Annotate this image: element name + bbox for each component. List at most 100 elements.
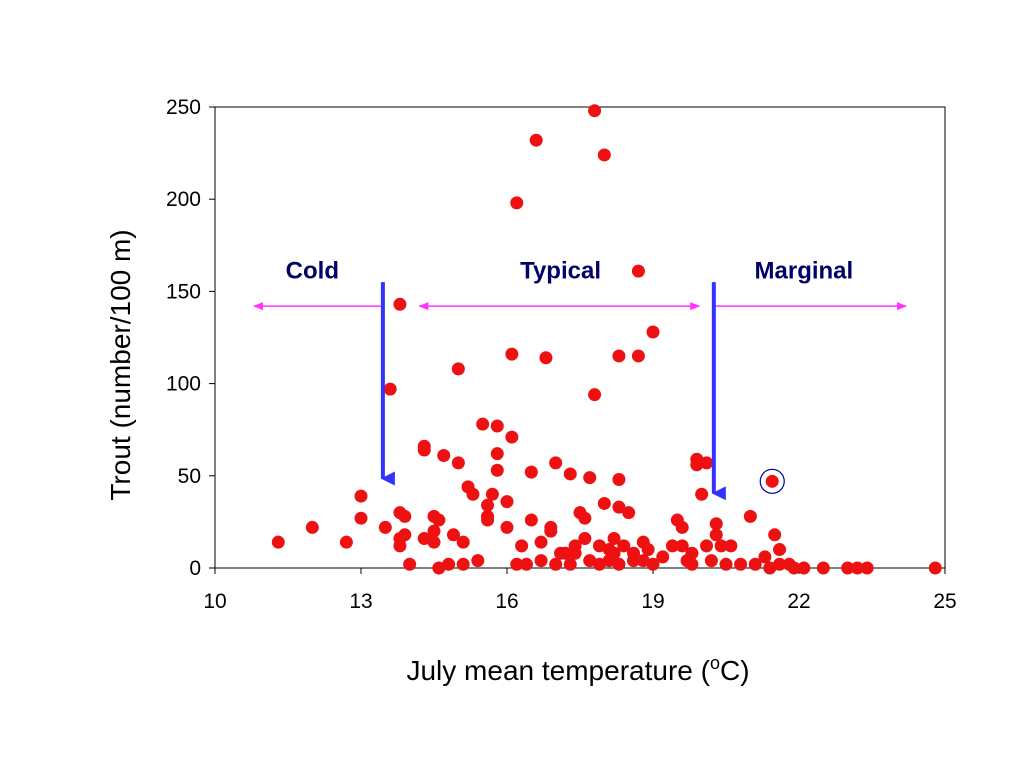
- data-point: [515, 539, 529, 553]
- data-point: [398, 528, 412, 542]
- data-point: [583, 471, 597, 485]
- data-point: [339, 535, 353, 549]
- data-point: [758, 550, 772, 564]
- data-point: [476, 417, 490, 431]
- data-point: [690, 458, 704, 472]
- x-tick-label: 19: [641, 590, 664, 613]
- data-point: [446, 528, 460, 542]
- x-tick-label: 25: [933, 590, 956, 613]
- data-point: [500, 520, 514, 534]
- data-point: [432, 513, 446, 527]
- data-point: [646, 557, 660, 571]
- data-point: [510, 196, 524, 210]
- annotations: Cold Typical Marginal: [252, 257, 908, 501]
- data-point: [765, 474, 779, 488]
- data-point: [675, 520, 689, 534]
- data-point: [549, 557, 563, 571]
- x-axis-title-superscript: o: [710, 653, 720, 673]
- data-point: [748, 557, 762, 571]
- data-point: [685, 546, 699, 560]
- y-tick-label: 100: [166, 373, 201, 396]
- data-point: [354, 489, 368, 503]
- y-tick-label: 250: [166, 96, 201, 119]
- x-axis: 10 13 16 19 22 25: [203, 568, 957, 613]
- data-point: [510, 557, 524, 571]
- data-point: [617, 539, 631, 553]
- data-point: [534, 535, 548, 549]
- data-point: [305, 520, 319, 534]
- data-point: [378, 520, 392, 534]
- data-point: [607, 546, 621, 560]
- data-point: [481, 513, 495, 527]
- data-point: [393, 297, 407, 311]
- data-point: [471, 554, 485, 568]
- data-point: [700, 456, 714, 470]
- data-point: [641, 543, 655, 557]
- data-point: [490, 419, 504, 433]
- data-point: [597, 148, 611, 162]
- data-point: [505, 430, 519, 444]
- data-point: [442, 557, 456, 571]
- y-tick-label: 50: [178, 465, 201, 488]
- data-point: [665, 539, 679, 553]
- x-axis-title-end: C): [720, 655, 750, 686]
- data-point: [597, 496, 611, 510]
- data-point: [816, 561, 830, 575]
- x-axis-title-main: July mean temperature (: [406, 655, 710, 686]
- y-tick-label: 150: [166, 280, 201, 303]
- data-point: [685, 557, 699, 571]
- data-point: [607, 531, 621, 545]
- data-point: [612, 472, 626, 486]
- data-point: [850, 561, 864, 575]
- data-point: [719, 557, 733, 571]
- data-point: [612, 557, 626, 571]
- y-axis: 0 50 100 150 200 250: [166, 96, 215, 580]
- data-point: [529, 133, 543, 147]
- data-point: [734, 557, 748, 571]
- data-point: [631, 264, 645, 278]
- data-point: [928, 561, 942, 575]
- data-point: [485, 487, 499, 501]
- data-points: [271, 104, 942, 575]
- x-tick-label: 10: [203, 590, 226, 613]
- data-point: [558, 546, 572, 560]
- plot-area: [214, 106, 946, 569]
- data-point: [544, 520, 558, 534]
- data-point: [714, 539, 728, 553]
- data-point: [456, 557, 470, 571]
- data-point: [505, 347, 519, 361]
- data-point: [403, 557, 417, 571]
- x-tick-label: 22: [787, 590, 810, 613]
- data-point: [456, 535, 470, 549]
- data-point: [695, 487, 709, 501]
- data-point: [393, 539, 407, 553]
- y-tick-label: 0: [189, 557, 201, 580]
- data-point: [563, 557, 577, 571]
- data-point: [427, 535, 441, 549]
- data-point: [787, 561, 801, 575]
- data-point: [539, 351, 553, 365]
- data-point: [622, 506, 636, 520]
- zone-label: Typical: [520, 257, 601, 284]
- data-point: [631, 349, 645, 363]
- data-point: [568, 546, 582, 560]
- highlight-ring: [759, 468, 785, 494]
- data-point: [797, 561, 811, 575]
- data-point: [768, 528, 782, 542]
- data-point: [563, 467, 577, 481]
- data-point: [612, 349, 626, 363]
- data-point: [427, 524, 441, 538]
- data-point: [354, 511, 368, 525]
- data-point: [612, 500, 626, 514]
- data-point: [578, 511, 592, 525]
- data-point: [704, 554, 718, 568]
- data-point: [383, 382, 397, 396]
- zone-label: Marginal: [755, 257, 854, 284]
- data-point: [481, 498, 495, 512]
- data-point: [549, 456, 563, 470]
- data-point: [519, 557, 533, 571]
- data-point: [524, 513, 538, 527]
- data-point: [451, 456, 465, 470]
- data-point: [417, 443, 431, 457]
- data-point: [743, 509, 757, 523]
